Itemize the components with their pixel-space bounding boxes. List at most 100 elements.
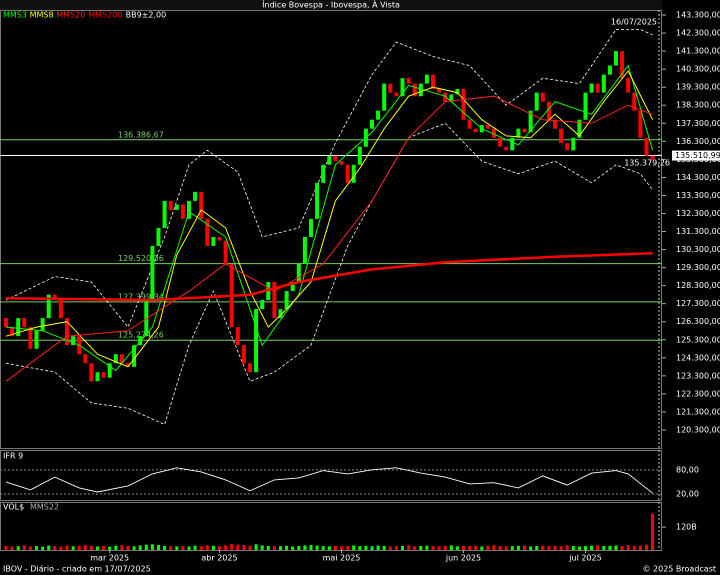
level-label: 129.520,36 (118, 254, 164, 263)
volume-bar (309, 545, 313, 550)
y-tick-label: 139.300,00 (676, 83, 720, 92)
volume-bar (364, 545, 368, 550)
candle (40, 318, 45, 331)
volume-bar (559, 546, 563, 550)
volume-bar (602, 546, 606, 550)
candle (223, 240, 228, 264)
volume-bar (126, 546, 130, 550)
volume-bar (632, 545, 636, 550)
volume-bar (443, 545, 447, 550)
volume-bar (608, 545, 612, 550)
candle (431, 74, 435, 90)
candle (638, 110, 643, 138)
volume-bar (199, 546, 203, 550)
volume-bar (297, 546, 301, 550)
price-label-box (672, 150, 720, 161)
candle (315, 182, 320, 219)
candle (272, 282, 277, 319)
volume-bar (340, 546, 343, 550)
volume-bar (272, 546, 276, 550)
y-tick-label: 125.300,00 (676, 335, 720, 344)
volume-bar (486, 545, 490, 550)
candle (150, 245, 155, 301)
y-tick-label: 127.300,00 (676, 299, 720, 308)
candle (58, 300, 63, 319)
volume-bar (291, 546, 295, 550)
volume-bar (47, 545, 51, 550)
legend-entry: MMS200 (88, 11, 122, 20)
legend-entry: MMS8 (30, 11, 54, 20)
volume-bar (523, 545, 526, 550)
candle (284, 291, 289, 310)
candle (522, 128, 527, 133)
candle (16, 318, 21, 337)
volume-bar (596, 545, 600, 550)
rsi-line (5, 467, 653, 494)
y-tick-label: 133.300,00 (676, 191, 720, 200)
volume-bar (175, 546, 179, 550)
candle (607, 65, 612, 75)
y-tick-label: 124.300,00 (676, 353, 720, 362)
candle (248, 363, 252, 373)
candle (412, 83, 417, 97)
candle (577, 119, 582, 138)
candle (437, 89, 442, 93)
candle (302, 236, 307, 264)
candle (101, 372, 106, 378)
y-tick-label: 131.300,00 (676, 227, 720, 236)
candle (138, 336, 143, 346)
candle (559, 128, 564, 144)
volume-bar (120, 545, 124, 550)
candle (394, 92, 399, 97)
candle (10, 327, 15, 337)
volume-bar (254, 544, 258, 550)
volume-bar (10, 546, 14, 550)
volume-bar (407, 545, 411, 550)
candle (168, 200, 173, 210)
volume-panel (0, 502, 662, 551)
candle (296, 263, 301, 283)
volume-bar (77, 546, 81, 550)
volume-bar (218, 546, 221, 550)
candle (254, 309, 259, 373)
volume-bar (108, 546, 112, 550)
y-tick-label: 134.300,00 (676, 173, 720, 182)
volume-bar (59, 546, 63, 550)
footer-right: © 2025 Broadcast (642, 565, 716, 574)
volume-bar (285, 545, 289, 550)
candle (107, 363, 112, 378)
candle (406, 78, 411, 84)
volume-avg-name: MMS22 (30, 503, 59, 512)
volume-bar (53, 546, 57, 550)
volume-bar (224, 545, 228, 550)
volume-bar (169, 546, 173, 550)
candle (644, 137, 649, 156)
volume-bar (114, 545, 118, 550)
candle (498, 137, 503, 147)
volume-bar (35, 546, 38, 550)
volume-bar (16, 546, 20, 550)
level-label: 136.386,67 (118, 130, 164, 139)
candle (95, 372, 100, 382)
volume-bar (150, 544, 154, 550)
volume-bar (89, 545, 93, 550)
date-label: 16/07/2025 (611, 18, 657, 27)
candle (620, 51, 625, 79)
y-tick-label: 120.300,00 (676, 425, 720, 434)
candle (510, 137, 515, 151)
volume-bar (266, 546, 270, 550)
candle (119, 354, 124, 364)
volume-bar (401, 545, 404, 550)
volume-bar (333, 545, 337, 550)
volume-bar (315, 545, 319, 550)
volume-bar (163, 545, 167, 550)
candle (467, 119, 472, 129)
volume-bar (352, 545, 356, 550)
candle (89, 363, 94, 382)
rsi-tick-label: 80,00 (676, 465, 699, 474)
volume-bar (230, 543, 234, 550)
legend-entry: MMS3 (3, 11, 27, 20)
moving-average (5, 70, 654, 368)
volume-bar (431, 546, 435, 550)
candle (583, 92, 588, 120)
